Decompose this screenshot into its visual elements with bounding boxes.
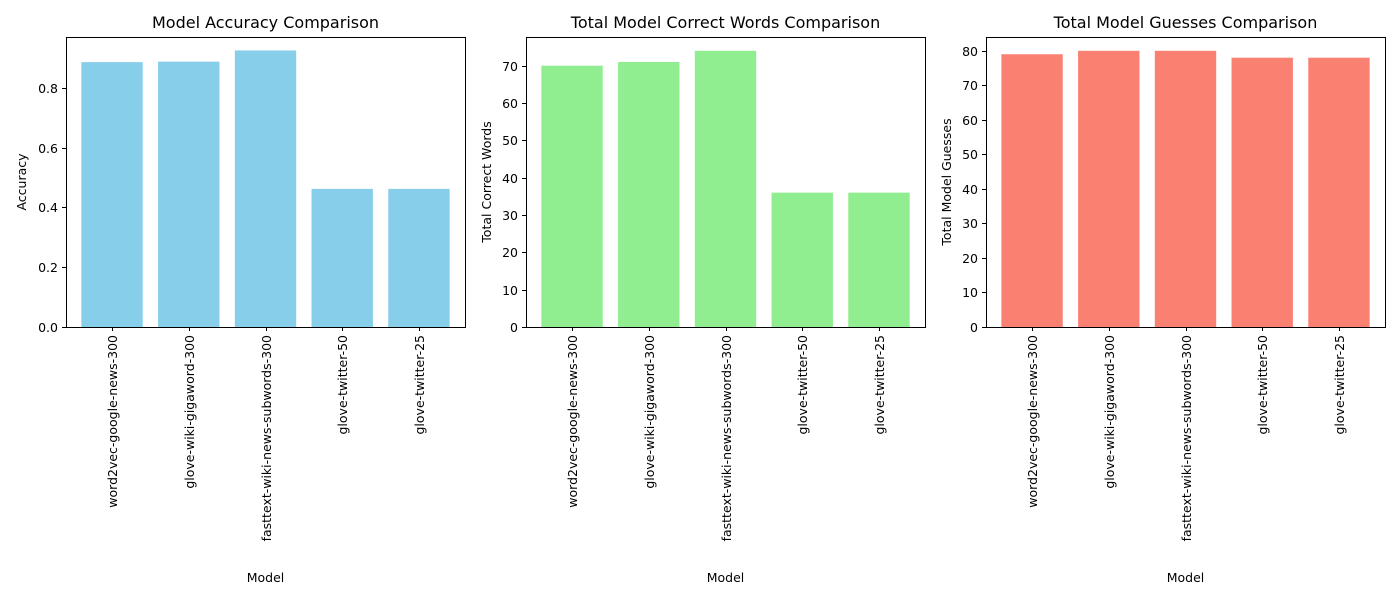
x-axis-label: Model (247, 570, 285, 585)
y-tick-label: 80 (962, 44, 978, 59)
x-tick-label: glove-twitter-25 (872, 335, 887, 435)
bar-2 (1078, 50, 1140, 328)
bar-1 (81, 62, 143, 328)
x-tick-label: fasttext-wiki-news-subwords-300 (719, 335, 734, 541)
y-tick-label: 10 (502, 283, 518, 298)
chart-title: Total Model Correct Words Comparison (570, 13, 880, 32)
x-tick-label: fasttext-wiki-news-subwords-300 (259, 335, 274, 541)
x-tick-label: glove-wiki-gigaword-300 (182, 335, 197, 489)
y-axis-label: Accuracy (14, 153, 29, 211)
y-tick-label: 20 (502, 245, 518, 260)
bar-3 (1154, 50, 1217, 328)
x-tick-label: word2vec-google-news-300 (1025, 335, 1040, 508)
y-tick-label: 0 (970, 320, 978, 335)
y-tick-label: 0.2 (38, 260, 58, 275)
x-tick-label: glove-twitter-50 (335, 335, 350, 435)
x-tick-label: word2vec-google-news-300 (105, 335, 120, 508)
y-tick-label: 70 (502, 59, 518, 74)
y-tick-label: 40 (502, 171, 518, 186)
x-tick-label: word2vec-google-news-300 (565, 335, 580, 508)
correct-words-chart: Total Model Correct Words Comparison Tot… (479, 13, 926, 585)
y-tick-label: 0.6 (38, 141, 58, 156)
bar-1 (1001, 54, 1063, 327)
x-tick-label: glove-twitter-50 (1255, 335, 1270, 435)
y-tick-label: 40 (962, 182, 978, 197)
bar-4 (1231, 57, 1293, 328)
y-tick-label: 10 (962, 285, 978, 300)
chart-title: Total Model Guesses Comparison (1053, 13, 1318, 32)
bar-4 (771, 192, 833, 327)
x-axis-label: Model (1167, 570, 1205, 585)
x-tick-label: glove-twitter-25 (1332, 335, 1347, 435)
accuracy-chart: Model Accuracy Comparison Accuracy Model… (14, 13, 466, 585)
bar-3 (694, 50, 757, 328)
bar-5 (848, 192, 910, 327)
y-tick-label: 60 (962, 113, 978, 128)
y-axis-label: Total Model Guesses (939, 118, 954, 246)
y-tick-label: 60 (502, 96, 518, 111)
y-axis-label: Total Correct Words (479, 121, 494, 243)
x-tick-label: glove-wiki-gigaword-300 (642, 335, 657, 489)
bar-2 (158, 61, 220, 327)
x-tick-label: glove-wiki-gigaword-300 (1102, 335, 1117, 489)
x-tick-label: fasttext-wiki-news-subwords-300 (1179, 335, 1194, 541)
y-tick-label: 0.4 (38, 200, 58, 215)
bar-1 (541, 65, 603, 328)
y-tick-label: 0.0 (38, 320, 58, 335)
y-tick-label: 50 (502, 133, 518, 148)
bar-2 (618, 62, 680, 327)
bar-5 (1308, 57, 1370, 328)
bar-4 (311, 188, 373, 327)
y-tick-label: 70 (962, 78, 978, 93)
y-tick-label: 30 (502, 208, 518, 223)
y-tick-label: 0.8 (38, 81, 58, 96)
bar-3 (234, 50, 297, 327)
y-tick-label: 0 (510, 320, 518, 335)
y-tick-label: 30 (962, 216, 978, 231)
bar-5 (388, 188, 450, 327)
x-tick-label: glove-twitter-50 (795, 335, 810, 435)
y-tick-label: 20 (962, 251, 978, 266)
x-tick-label: glove-twitter-25 (412, 335, 427, 435)
guesses-chart: Total Model Guesses Comparison Total Mod… (939, 13, 1386, 585)
y-tick-label: 50 (962, 147, 978, 162)
x-axis-label: Model (707, 570, 745, 585)
chart-title: Model Accuracy Comparison (152, 13, 379, 32)
